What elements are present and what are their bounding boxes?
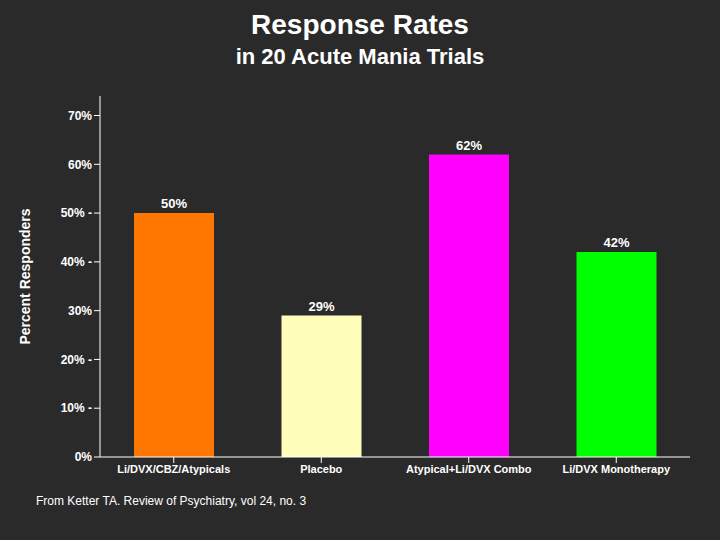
svg-text:Percent Responders: Percent Responders xyxy=(17,208,33,344)
html-text:Response Rates: Response Rates xyxy=(251,9,469,40)
svg-text:Li/DVX/CBZ/Atypicals: Li/DVX/CBZ/Atypicals xyxy=(117,463,230,475)
svg-text:50% -: 50% - xyxy=(61,206,92,220)
html-text:From Ketter TA. Review of Psyc: From Ketter TA. Review of Psychiatry, vo… xyxy=(36,494,307,508)
svg-text:60%: 60% xyxy=(68,158,92,172)
svg-text:50%: 50% xyxy=(161,196,187,211)
svg-text:Placebo: Placebo xyxy=(300,463,342,475)
svg-text:10% -: 10% - xyxy=(61,401,92,415)
svg-text:42%: 42% xyxy=(603,235,629,250)
svg-text:62%: 62% xyxy=(456,138,482,153)
svg-text:Li/DVX Monotherapy: Li/DVX Monotherapy xyxy=(562,463,670,475)
html-text:in 20 Acute Mania Trials: in 20 Acute Mania Trials xyxy=(235,44,485,69)
svg-text:0%: 0% xyxy=(75,450,93,464)
svg-text:40% -: 40% - xyxy=(61,255,92,269)
svg-text:70%: 70% xyxy=(68,109,92,123)
svg-text:30%: 30% xyxy=(68,304,92,318)
svg-text:29%: 29% xyxy=(308,299,334,314)
svg-text:Atypical+Li/DVX Combo: Atypical+Li/DVX Combo xyxy=(406,463,532,475)
svg-text:20% -: 20% - xyxy=(61,353,92,367)
